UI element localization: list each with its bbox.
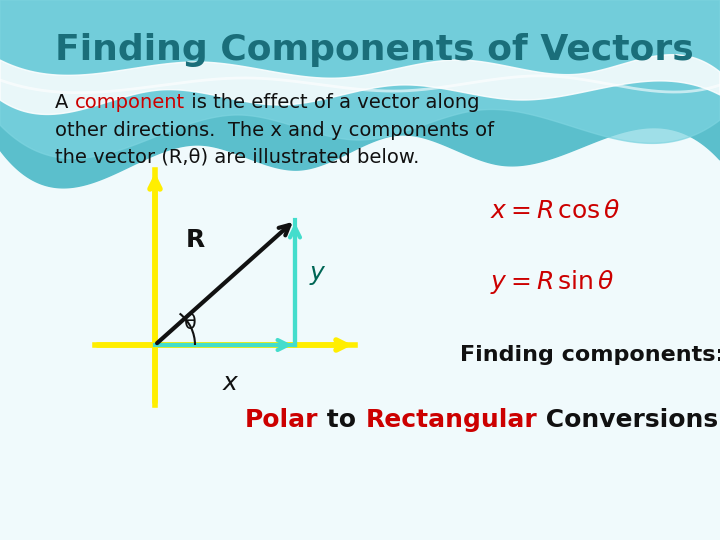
Text: A: A xyxy=(55,92,75,111)
Text: Conversions: Conversions xyxy=(537,408,718,432)
Text: is the effect of a vector along: is the effect of a vector along xyxy=(185,92,480,111)
Polygon shape xyxy=(0,0,720,188)
Text: Rectangular: Rectangular xyxy=(365,408,537,432)
Text: θ: θ xyxy=(184,313,197,333)
Text: component: component xyxy=(75,92,185,111)
Text: Finding Components of Vectors: Finding Components of Vectors xyxy=(55,33,694,67)
Text: $x = R\,\cos\theta$: $x = R\,\cos\theta$ xyxy=(490,200,621,224)
Text: x: x xyxy=(222,371,238,395)
Text: Finding components:: Finding components: xyxy=(460,345,720,365)
Text: the vector (R,θ) are illustrated below.: the vector (R,θ) are illustrated below. xyxy=(55,147,419,166)
Polygon shape xyxy=(0,0,720,159)
Polygon shape xyxy=(0,55,720,114)
Text: y: y xyxy=(310,261,325,285)
Text: R: R xyxy=(185,228,204,252)
Text: Polar: Polar xyxy=(245,408,318,432)
Text: other directions.  The x and y components of: other directions. The x and y components… xyxy=(55,120,494,139)
Text: to: to xyxy=(318,408,365,432)
Text: $y = R\,\sin\theta$: $y = R\,\sin\theta$ xyxy=(490,268,614,296)
